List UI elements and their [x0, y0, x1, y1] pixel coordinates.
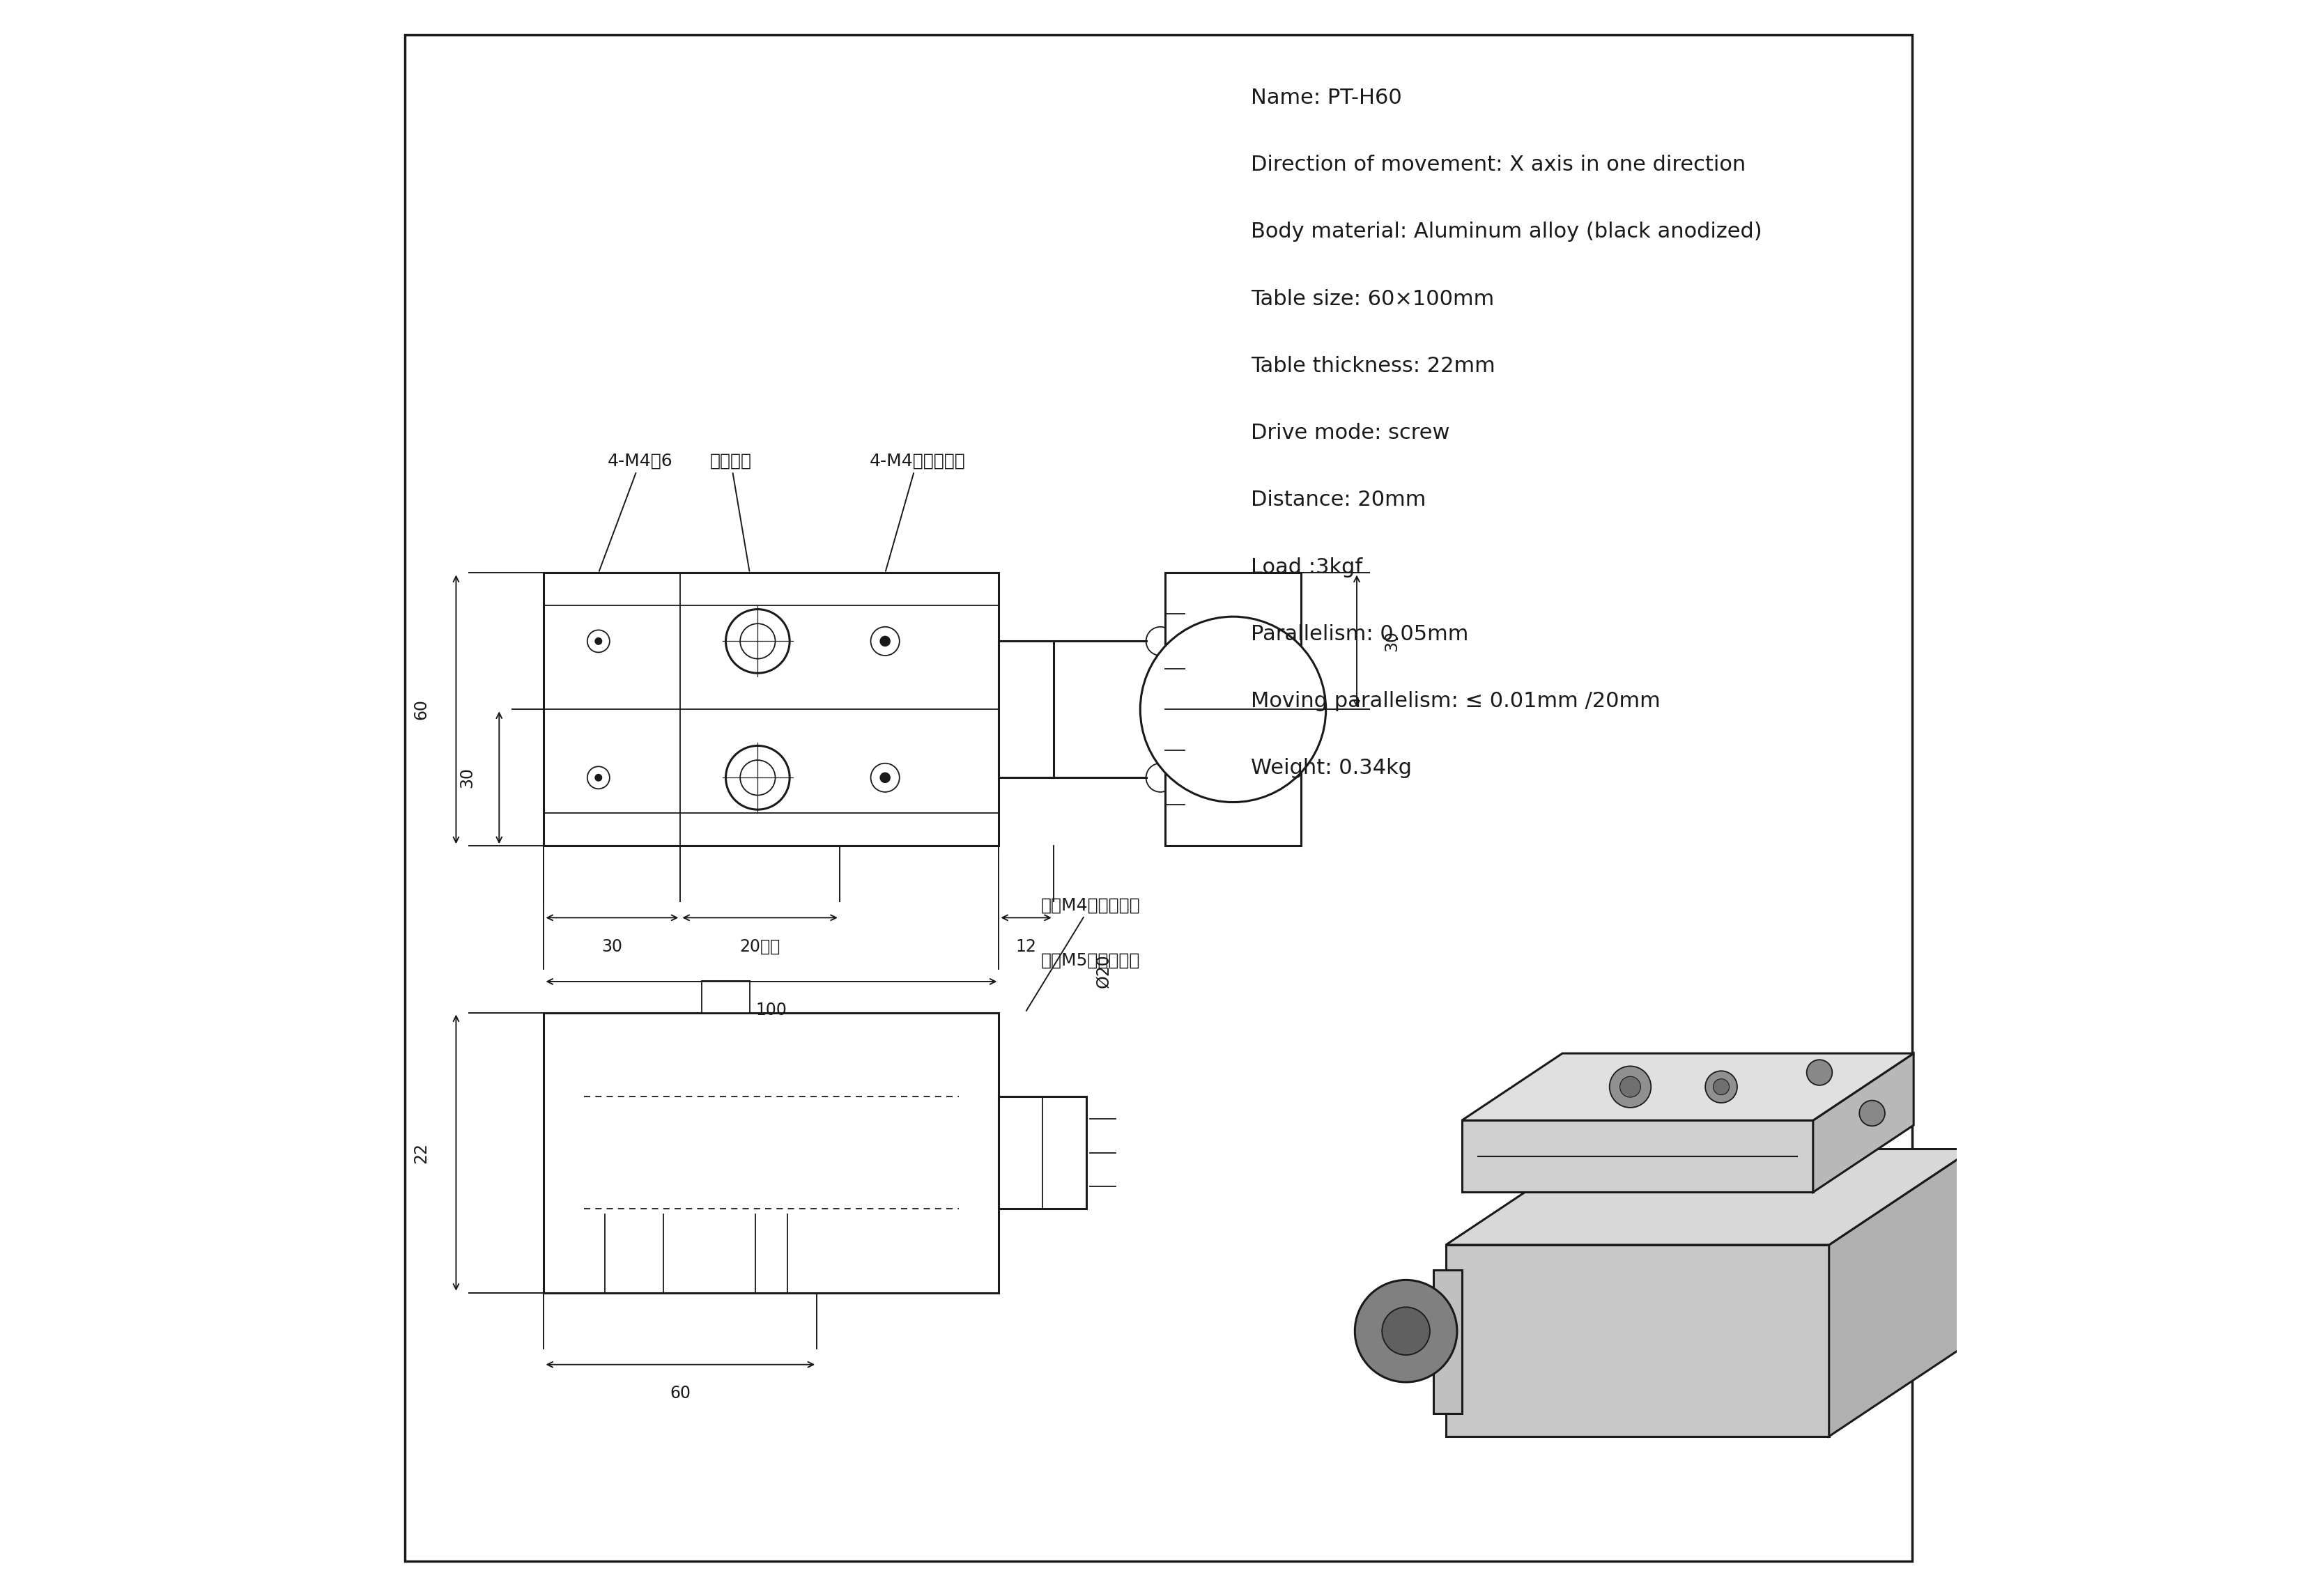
Bar — [544, 573, 999, 846]
Circle shape — [1147, 627, 1175, 656]
Circle shape — [595, 774, 602, 780]
Text: 4-M4深6: 4-M4深6 — [600, 453, 672, 571]
Circle shape — [1147, 763, 1175, 792]
Text: Table size: 60×100mm: Table size: 60×100mm — [1251, 289, 1494, 310]
Polygon shape — [1434, 1270, 1462, 1414]
Text: 正面M4螺丝用沉孔: 正面M4螺丝用沉孔 — [1026, 897, 1140, 1010]
Circle shape — [880, 772, 890, 782]
Text: Table thickness: 22mm: Table thickness: 22mm — [1251, 356, 1494, 377]
Circle shape — [871, 763, 899, 792]
Text: Direction of movement: X axis in one direction: Direction of movement: X axis in one dir… — [1251, 155, 1747, 176]
Circle shape — [1381, 1307, 1430, 1355]
Circle shape — [880, 637, 890, 646]
Text: Load :3kgf: Load :3kgf — [1251, 557, 1362, 578]
Bar — [999, 1096, 1087, 1208]
Circle shape — [1807, 1060, 1833, 1085]
Text: 60: 60 — [670, 1385, 690, 1401]
Circle shape — [1355, 1280, 1457, 1382]
Text: 22: 22 — [412, 1143, 429, 1163]
Text: Parallelism: 0.05mm: Parallelism: 0.05mm — [1251, 624, 1469, 645]
Polygon shape — [1828, 1149, 1972, 1436]
Circle shape — [871, 627, 899, 656]
Text: 30: 30 — [459, 768, 475, 788]
Polygon shape — [1446, 1245, 1828, 1436]
Polygon shape — [1462, 1120, 1812, 1192]
Text: 30: 30 — [1383, 630, 1399, 651]
Circle shape — [1858, 1101, 1886, 1127]
Circle shape — [739, 624, 776, 659]
Text: Drive mode: screw: Drive mode: screw — [1251, 423, 1450, 444]
Text: Weight: 0.34kg: Weight: 0.34kg — [1251, 758, 1411, 779]
Polygon shape — [1446, 1149, 1972, 1245]
Circle shape — [586, 630, 609, 653]
Text: 4-M4螺丝用沉孔: 4-M4螺丝用沉孔 — [869, 453, 966, 571]
Circle shape — [1140, 616, 1325, 803]
Circle shape — [586, 766, 609, 788]
Circle shape — [1620, 1076, 1640, 1098]
Polygon shape — [1812, 1053, 1914, 1192]
Circle shape — [1712, 1079, 1728, 1095]
Bar — [544, 1012, 999, 1293]
Circle shape — [739, 760, 776, 795]
Text: 调解螺钉: 调解螺钉 — [709, 453, 751, 571]
Bar — [999, 642, 1054, 777]
Text: Name: PT-H60: Name: PT-H60 — [1251, 88, 1402, 109]
Text: Moving parallelism: ≤ 0.01mm /20mm: Moving parallelism: ≤ 0.01mm /20mm — [1251, 691, 1661, 712]
Text: Distance: 20mm: Distance: 20mm — [1251, 490, 1427, 511]
Text: 60: 60 — [412, 699, 429, 720]
Bar — [702, 980, 751, 1012]
Text: 底部M5螺纹安装孔: 底部M5螺纹安装孔 — [1040, 951, 1140, 969]
Circle shape — [725, 745, 790, 809]
Circle shape — [1610, 1066, 1652, 1108]
Circle shape — [595, 638, 602, 645]
Text: 100: 100 — [755, 1002, 788, 1018]
Text: Body material: Aluminum alloy (black anodized): Body material: Aluminum alloy (black ano… — [1251, 222, 1763, 243]
Text: 12: 12 — [1015, 938, 1036, 954]
Polygon shape — [1462, 1053, 1914, 1120]
Text: Ø20: Ø20 — [1094, 953, 1112, 988]
Text: 20行程: 20行程 — [739, 938, 781, 954]
Circle shape — [1705, 1071, 1738, 1103]
Bar — [1165, 573, 1300, 846]
Circle shape — [725, 610, 790, 674]
Text: 30: 30 — [602, 938, 623, 954]
